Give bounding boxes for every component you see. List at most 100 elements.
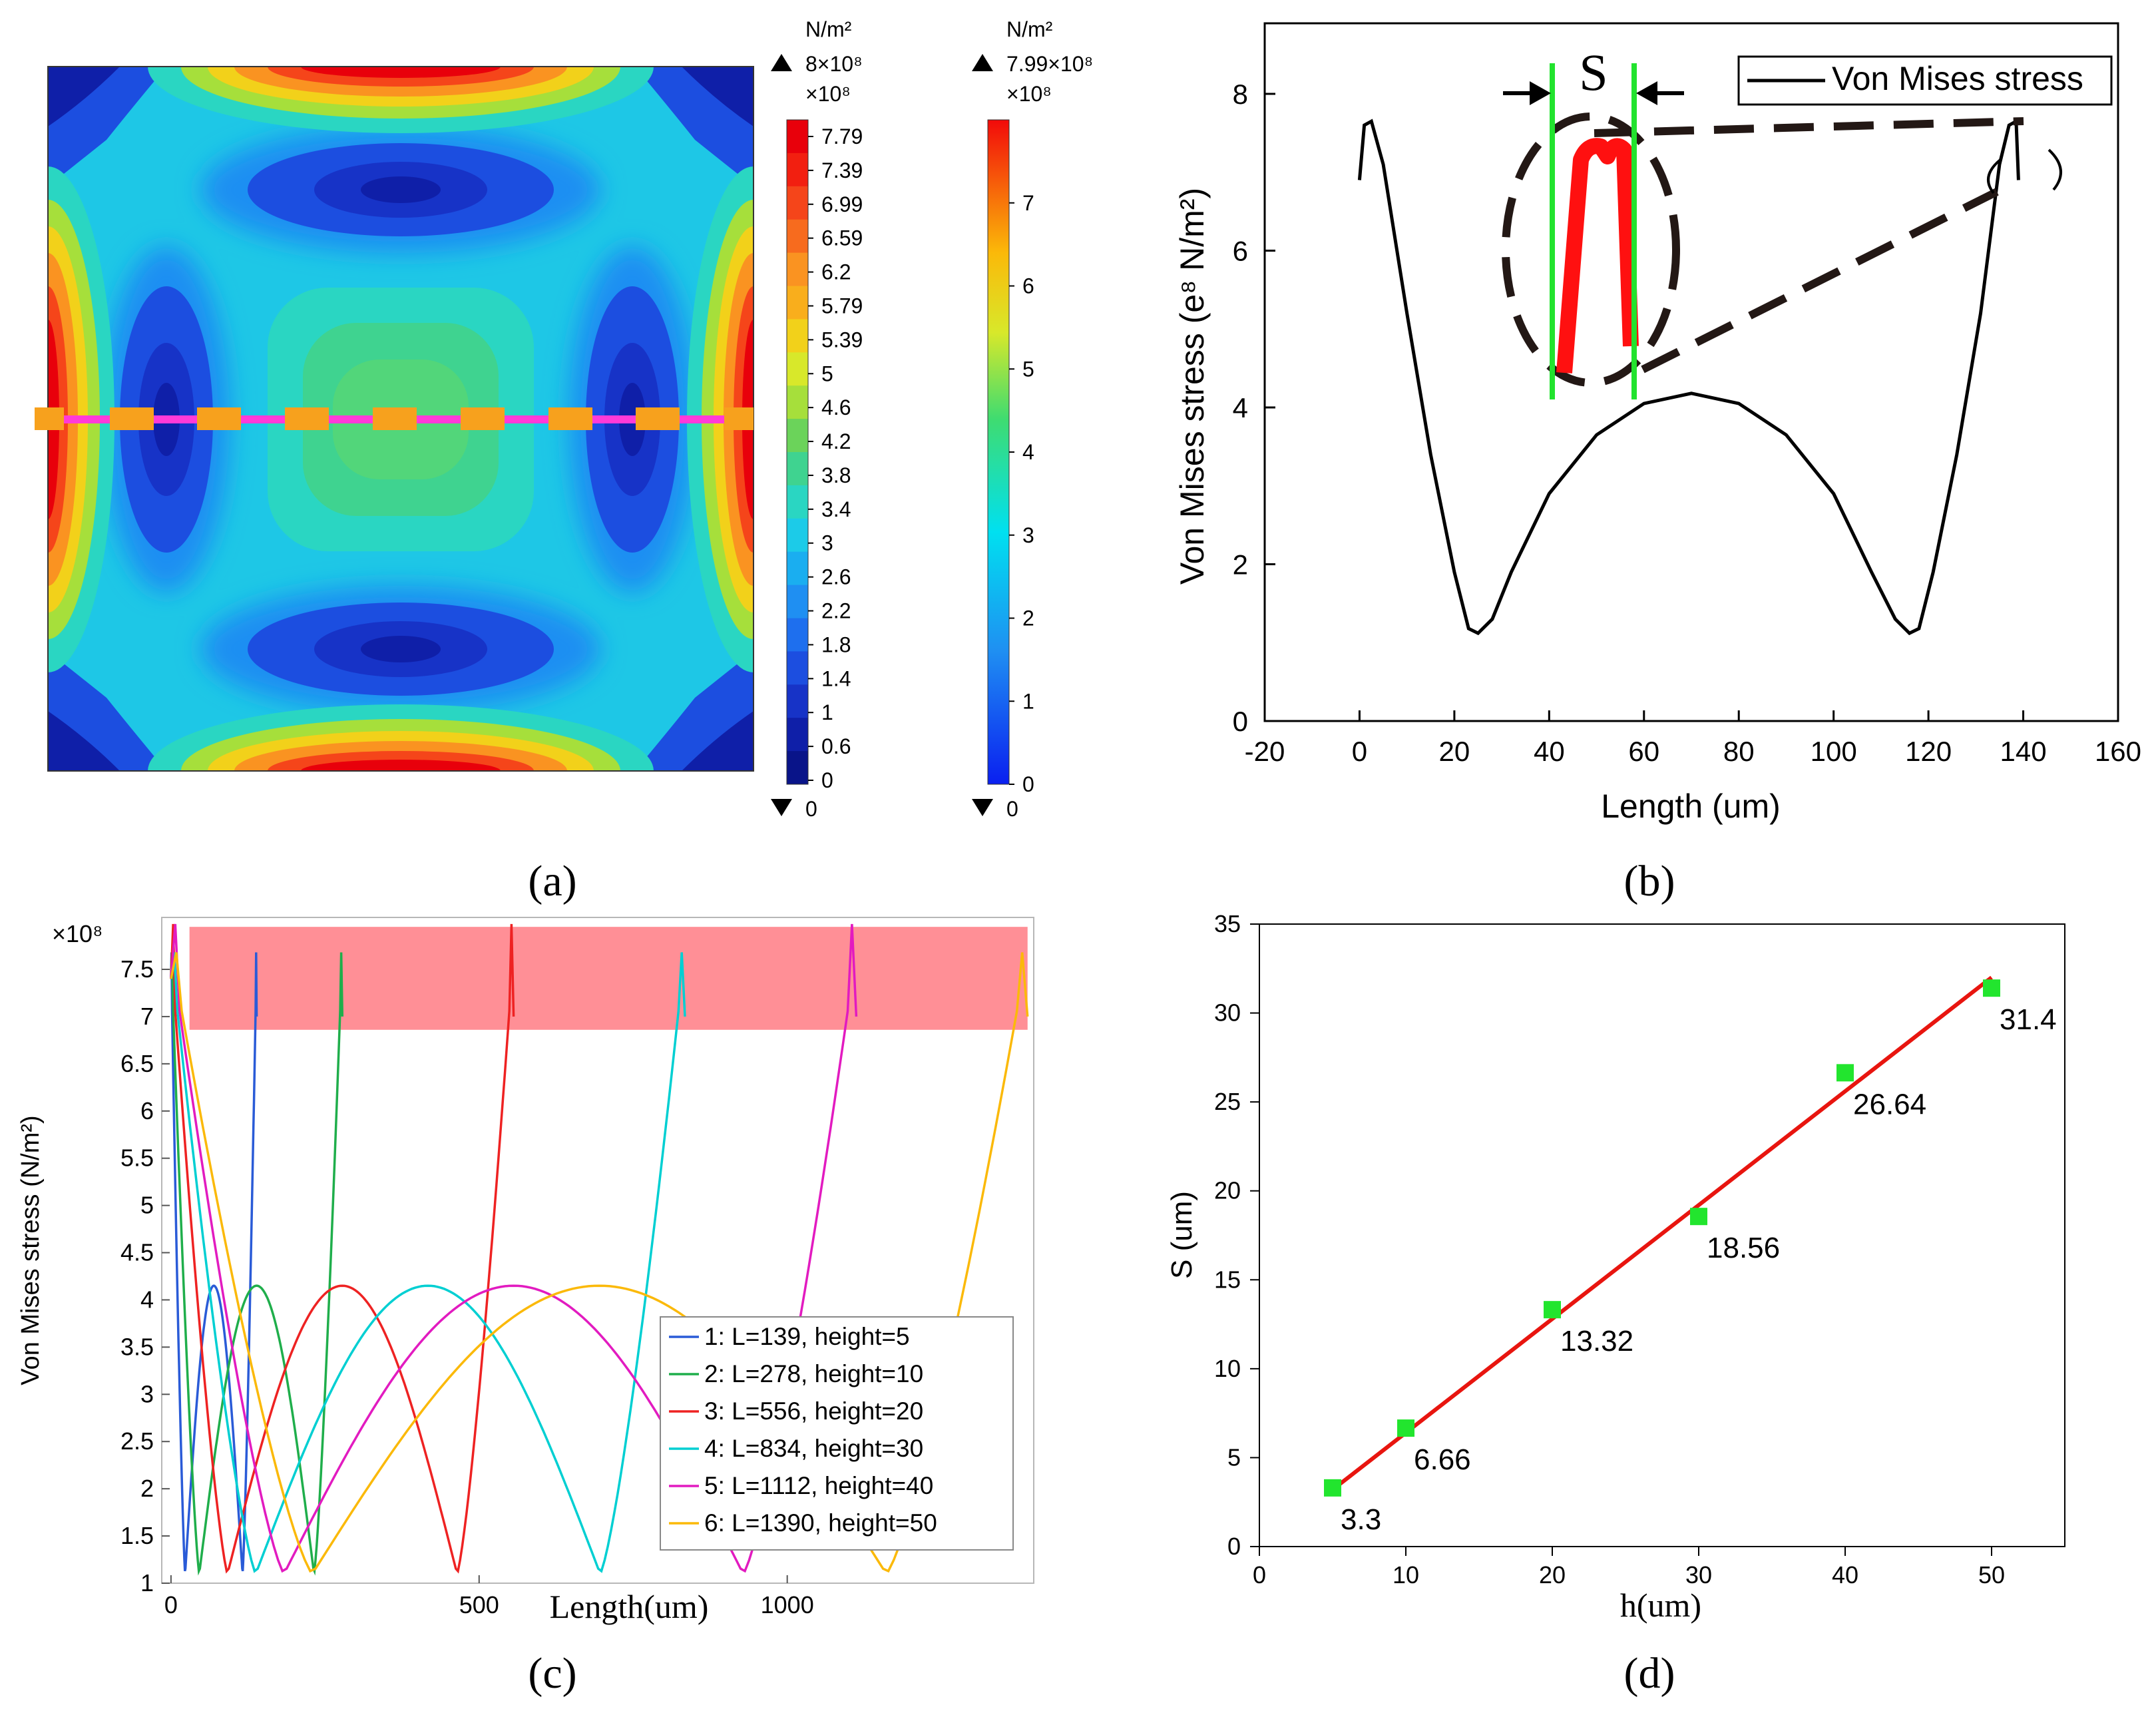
legend-label: 2: L=278, height=10: [704, 1360, 923, 1387]
x-tick-label: 20: [1439, 736, 1470, 767]
colorbar-tick-label: 4: [1022, 440, 1034, 464]
y-tick-label: 6: [1233, 235, 1248, 266]
colorbar-band: [787, 485, 808, 519]
panel-label-c: (c): [528, 1649, 576, 1698]
x-tick-label: 500: [459, 1591, 499, 1618]
plot-frame: [1259, 923, 2065, 1547]
panel-label-b: (b): [1624, 857, 1675, 905]
colorbar-band: [787, 419, 808, 453]
colorbar-tick-label: 3.8: [821, 463, 851, 487]
legend-label: 1: L=139, height=5: [704, 1323, 910, 1350]
x-tick-label: 140: [2000, 736, 2047, 767]
colorbar-band: [787, 319, 808, 353]
data-label: 6.66: [1414, 1443, 1471, 1476]
colorbar-tick-label: 7.39: [821, 158, 863, 182]
x-tick-label: 30: [1685, 1561, 1712, 1589]
cbr-max: 7.99×10⁸: [1006, 52, 1093, 76]
cbr-min: 0: [1006, 797, 1018, 821]
x-axis-label: h(um): [1620, 1587, 1701, 1624]
y-axis-label: S (um): [1166, 1191, 1198, 1279]
colorbar-band: [787, 452, 808, 486]
y-tick-label: 15: [1214, 1266, 1241, 1293]
cbl-min: 0: [805, 797, 817, 821]
y-axis-label: Von Mises stress (N/m²): [17, 1115, 45, 1385]
x-tick-label: 160: [2095, 736, 2141, 767]
colorbar-band: [787, 518, 808, 553]
y-tick-label: 10: [1214, 1355, 1241, 1382]
data-point: [1983, 979, 2000, 997]
colorbar-band: [787, 618, 808, 652]
data-point: [1324, 1479, 1341, 1497]
y-tick-label: 3.5: [120, 1333, 154, 1360]
x-tick-label: -20: [1245, 736, 1285, 767]
y-tick-label: 25: [1214, 1088, 1241, 1115]
series-line-5: [170, 923, 858, 1573]
x-axis-label: Length(um): [550, 1588, 709, 1625]
y-tick-label: 6: [140, 1097, 154, 1124]
y-tick-label: 2: [1233, 549, 1248, 580]
panel-c: 0 500 1000 1 1.5 2 2.5 3 3.5 4 4.5 5 5.5 6 6.5 7 7.5 1: …: [17, 917, 1034, 1698]
colorbar-frame: [786, 119, 809, 785]
colorbar-band: [787, 751, 808, 785]
max-triangle-icon: [972, 54, 993, 71]
x-tick-label: 0: [1253, 1561, 1266, 1589]
cbl-mult: ×10⁸: [805, 82, 851, 106]
x-tick-label: 1000: [761, 1591, 814, 1618]
colorbar-band: [787, 718, 808, 752]
data-label: 31.4: [2000, 1003, 2057, 1036]
colorbar-band: [787, 385, 808, 419]
colorbar-tick-label: 5: [821, 362, 833, 385]
colorbar-tick-label: 5.79: [821, 294, 863, 318]
s-label: S: [1579, 43, 1608, 101]
colorbar-band: [787, 551, 808, 586]
colorbar-band: [787, 352, 808, 386]
data-point: [1690, 1208, 1707, 1226]
colorbar-band: [787, 651, 808, 685]
stress-curve: [1357, 119, 2020, 636]
colorbar-tick-label: 2: [1022, 607, 1034, 630]
cbl-max: 8×10⁸: [805, 52, 863, 76]
zoom-connector: [1641, 188, 1999, 373]
y-tick-label: 3: [140, 1380, 154, 1407]
colorbar-tick-label: 0.6: [821, 734, 851, 758]
y-tick-label: 5.5: [120, 1144, 154, 1172]
colorbar-band: [787, 585, 808, 618]
legend-label: 3: L=556, height=20: [704, 1397, 923, 1425]
colorbar-band: [787, 684, 808, 718]
x-tick-label: 100: [1811, 736, 1857, 767]
min-triangle-icon: [972, 799, 993, 816]
colorbar-tick-label: 6.2: [821, 260, 851, 284]
colorbar-tick-label: 7.79: [821, 124, 863, 148]
colorbar-tick-label: 6.99: [821, 192, 863, 216]
colorbar-band: [787, 152, 808, 187]
y-tick-label: 20: [1214, 1177, 1241, 1204]
zoom-target-mark: [1987, 148, 2062, 194]
y-tick-label: 0: [1233, 706, 1248, 737]
legend-label: 4: L=834, height=30: [704, 1435, 923, 1462]
data-label: 26.64: [1853, 1088, 1926, 1120]
y-tick-label: 6.5: [120, 1050, 154, 1077]
colorbar-band: [787, 219, 808, 254]
y-multiplier: ×10⁸: [52, 920, 103, 947]
cbr-mult: ×10⁸: [1006, 82, 1052, 106]
colorbar-band: [787, 186, 808, 220]
x-tick-label: 60: [1628, 736, 1659, 767]
y-tick-label: 5: [1227, 1443, 1241, 1471]
colorbar-band: [787, 286, 808, 320]
panel-label-a: (a): [528, 857, 576, 905]
colorbar-band: [787, 120, 808, 154]
y-tick-label: 4: [1233, 392, 1248, 423]
series-line-4: [170, 952, 686, 1573]
y-tick-label: 7.5: [120, 955, 154, 983]
colorbar-tick-label: 2.2: [821, 599, 851, 623]
series-line-6: [170, 952, 1029, 1573]
data-point: [1836, 1064, 1854, 1082]
y-tick-label: 1.5: [120, 1522, 154, 1549]
x-tick-label: 50: [1978, 1561, 2005, 1589]
peak-band: [189, 927, 1028, 1030]
y-tick-label: 1: [140, 1569, 154, 1597]
colorbar-tick-label: 4.2: [821, 429, 851, 453]
y-axis-label: Von Mises stress (e⁸ N/m²): [1174, 188, 1211, 585]
x-tick-label: 80: [1723, 736, 1755, 767]
